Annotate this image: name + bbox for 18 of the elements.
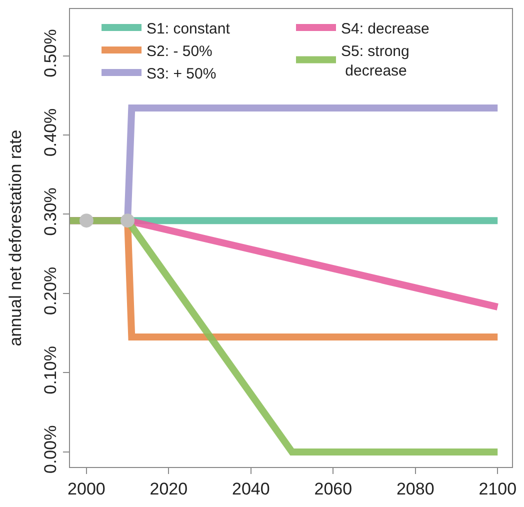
x-tick-label: 2020 xyxy=(150,479,188,498)
y-tick-label: 0.20% xyxy=(41,266,60,316)
legend-label: S4: decrease xyxy=(341,20,430,38)
legend-label: S2: - 50% xyxy=(146,42,212,60)
y-tick-label: 0.10% xyxy=(41,346,60,394)
x-tick-label: 2080 xyxy=(396,479,434,498)
legend-label: S5: strong decrease xyxy=(341,42,410,80)
legend-label: S3: + 50% xyxy=(146,65,216,82)
y-axis-title: annual net deforestation rate xyxy=(6,130,25,346)
x-tick-label: 2040 xyxy=(232,479,270,498)
y-tick-label: 0.50% xyxy=(41,29,60,78)
y-tick-label: 0.40% xyxy=(41,108,60,157)
x-tick-label: 2060 xyxy=(314,479,352,498)
x-tick-label: 2100 xyxy=(478,479,517,498)
y-tick-label: 0.00% xyxy=(41,425,60,474)
x-tick-label: 2000 xyxy=(68,479,106,498)
legend-label: S1: constant xyxy=(146,20,231,38)
y-tick-label: 0.30% xyxy=(41,188,60,236)
